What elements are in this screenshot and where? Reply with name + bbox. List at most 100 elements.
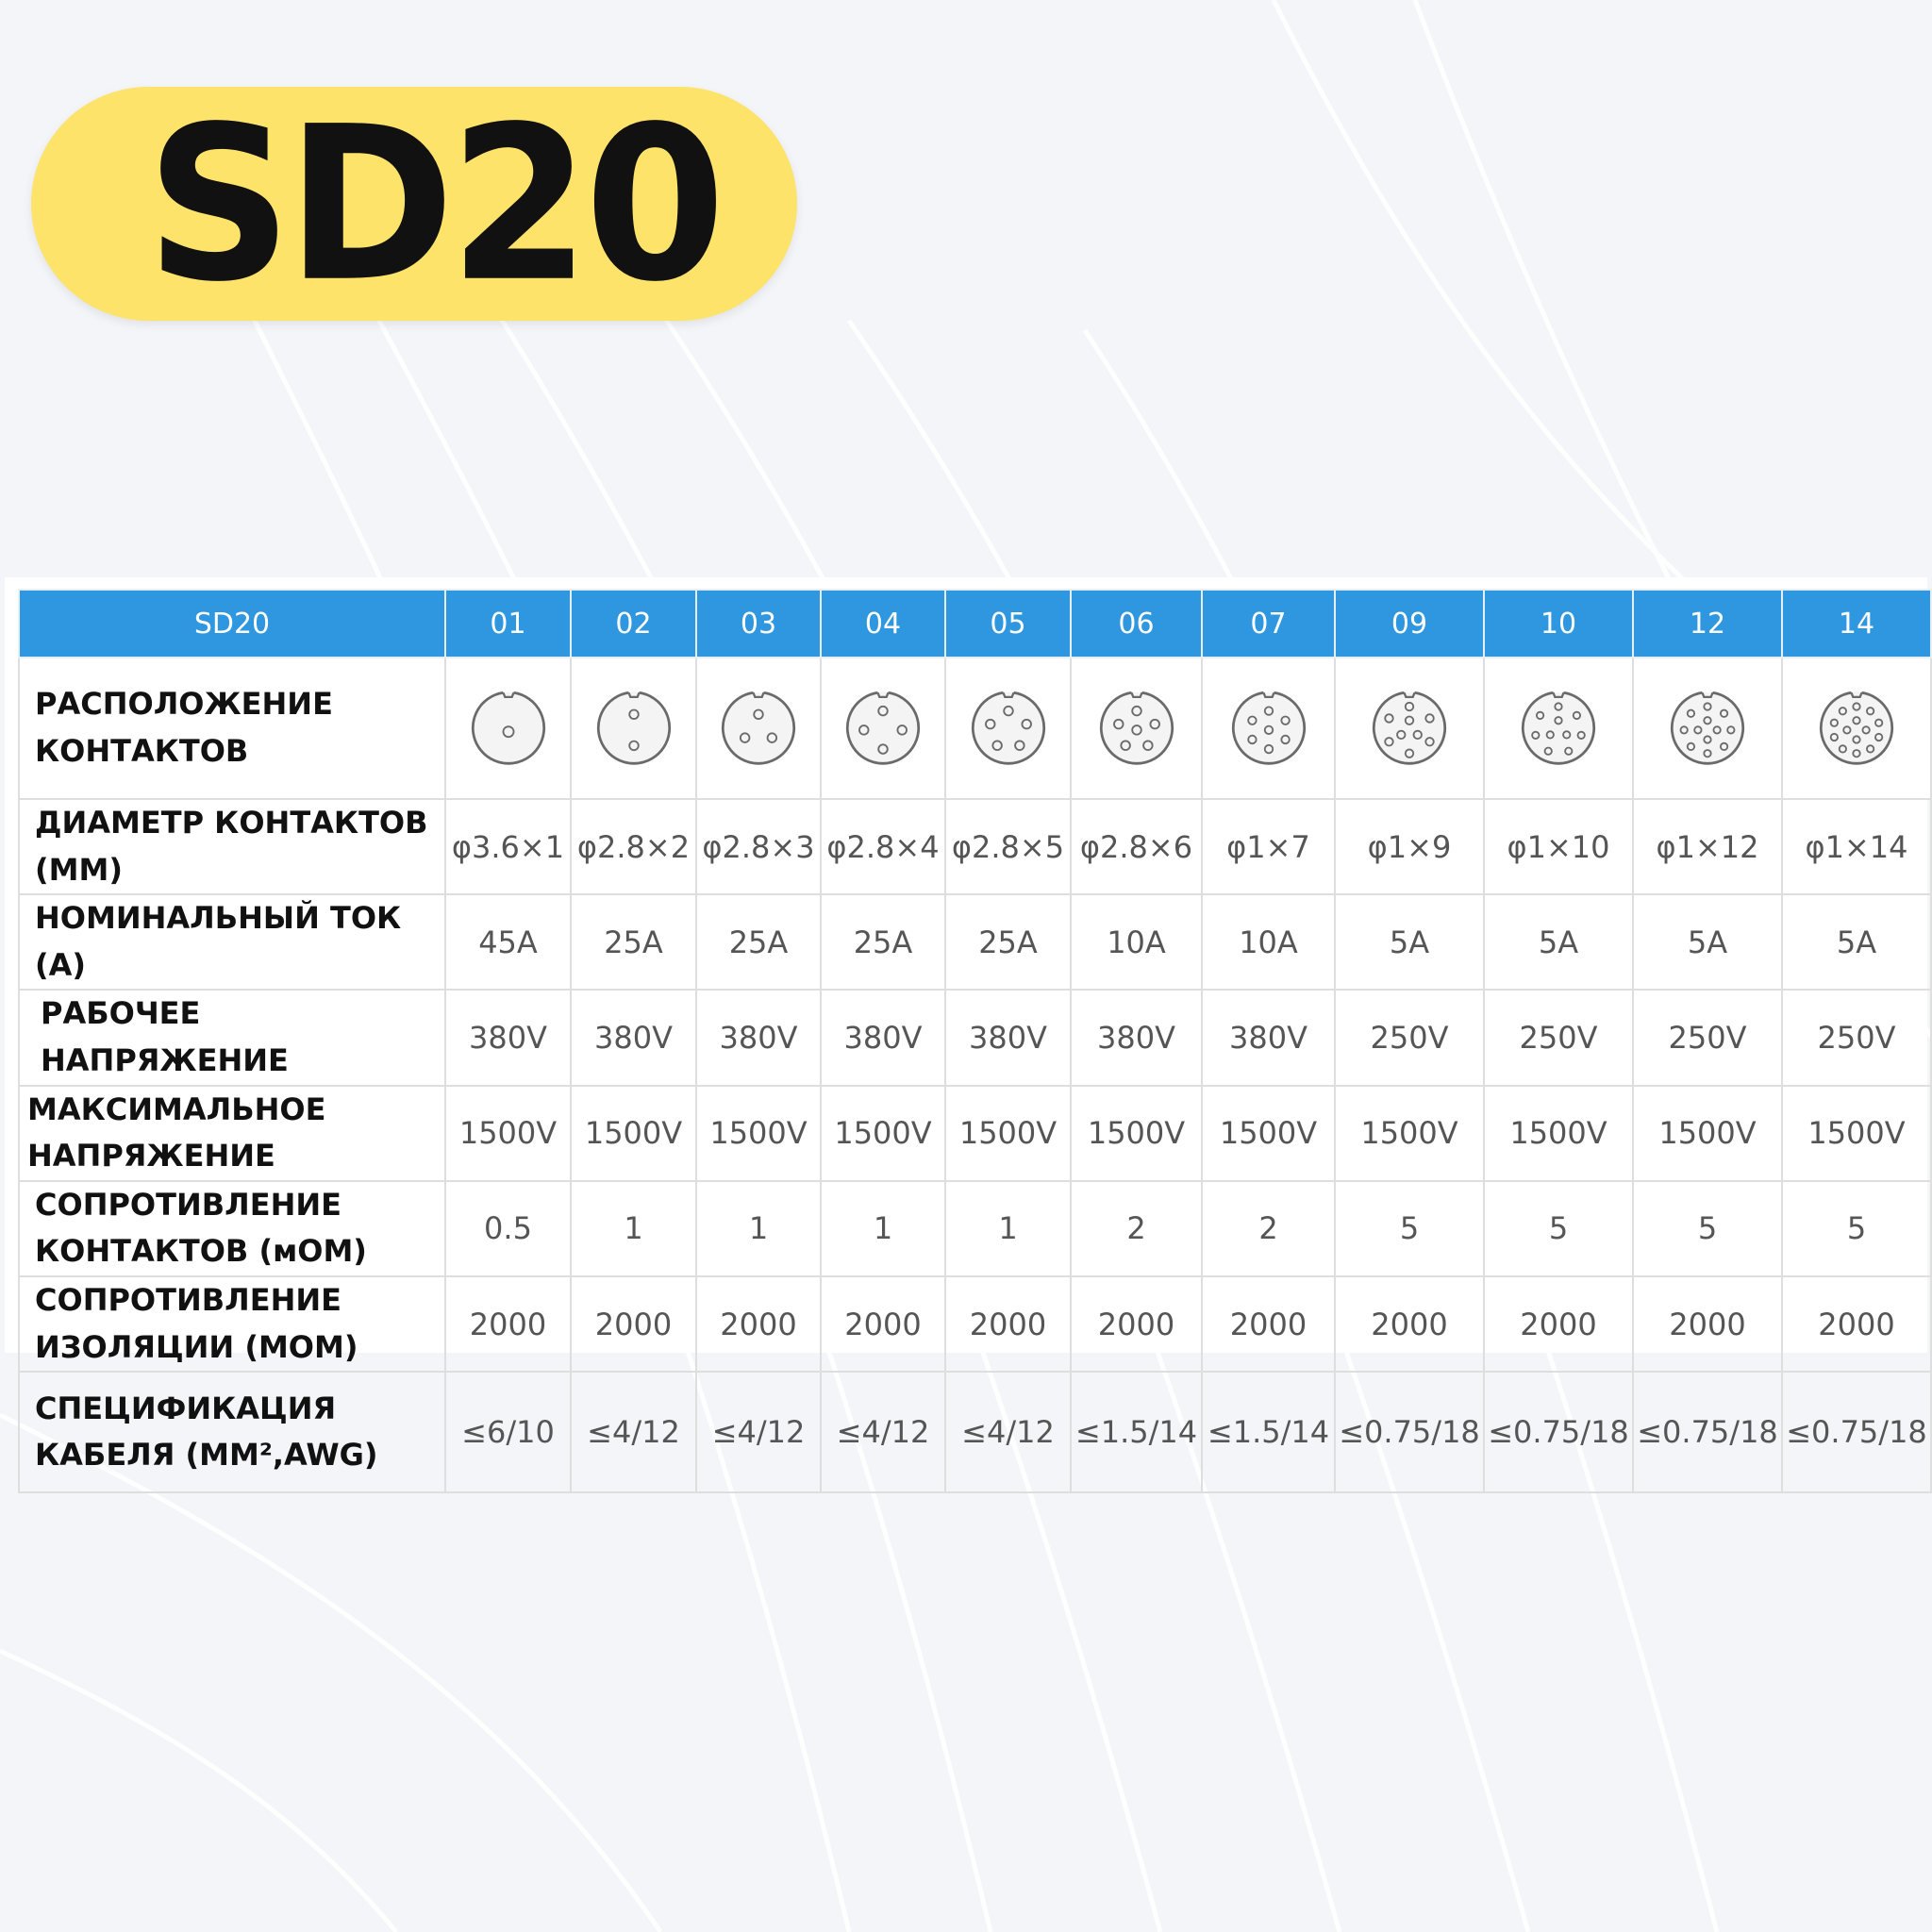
pin-layout-cell <box>1070 657 1203 800</box>
table-cell: 1 <box>944 1179 1072 1277</box>
table-cell: φ1×14 <box>1781 797 1932 896</box>
header-col: 01 <box>444 589 572 658</box>
row-label: СОПРОТИВЛЕНИЕ КОНТАКТОВ (мОМ) <box>18 1179 446 1277</box>
table-cell: 2000 <box>820 1274 946 1374</box>
table-cell: 2000 <box>444 1274 572 1374</box>
table-cell: 1500V <box>695 1084 822 1182</box>
table-cell: ≤0.75/18 <box>1483 1371 1634 1494</box>
table-cell: 380V <box>944 989 1072 1087</box>
table-cell: 1500V <box>1201 1084 1336 1182</box>
table-cell: 5A <box>1483 893 1634 991</box>
table-cell: 1500V <box>1483 1084 1634 1182</box>
table-cell: 5A <box>1632 893 1783 991</box>
table-cell: 380V <box>1070 989 1203 1087</box>
pin-layout-cell <box>1334 657 1485 800</box>
table-row: СПЕЦИФИКАЦИЯ КАБЕЛЯ (ММ²,AWG) ≤6/10 ≤4/12… <box>18 1371 1932 1494</box>
table-cell: ≤1.5/14 <box>1201 1371 1336 1494</box>
connector-pin-icon <box>1372 691 1447 765</box>
connector-pin-icon <box>1819 691 1894 765</box>
table-cell: 1500V <box>1632 1084 1783 1182</box>
table-cell: φ3.6×1 <box>444 797 572 896</box>
table-cell: 2000 <box>1632 1274 1783 1374</box>
table-cell: 380V <box>820 989 946 1087</box>
table-cell: ≤4/12 <box>695 1371 822 1494</box>
table-cell: φ1×12 <box>1632 797 1783 896</box>
table-cell: ≤6/10 <box>444 1371 572 1494</box>
table-cell: φ1×10 <box>1483 797 1634 896</box>
spec-table-panel: SD20 01 02 03 04 05 06 07 09 10 12 14 РА… <box>5 577 1932 1494</box>
table-row-layout: РАСПОЛОЖЕНИЕ КОНТАКТОВ <box>18 657 1932 800</box>
row-label: СОПРОТИВЛЕНИЕ ИЗОЛЯЦИИ (МОМ) <box>18 1274 446 1374</box>
table-cell: 5 <box>1781 1179 1932 1277</box>
pin-layout-cell <box>695 657 822 800</box>
table-cell: ≤4/12 <box>570 1371 697 1494</box>
table-cell: 25A <box>820 893 946 991</box>
table-cell: 1500V <box>1070 1084 1203 1182</box>
table-cell: φ2.8×2 <box>570 797 697 896</box>
header-col: 06 <box>1070 589 1203 658</box>
table-cell: 2000 <box>1781 1274 1932 1374</box>
table-cell: 2000 <box>944 1274 1072 1374</box>
row-label: РАСПОЛОЖЕНИЕ КОНТАКТОВ <box>18 657 446 800</box>
connector-pin-icon <box>471 691 545 765</box>
table-cell: 5 <box>1632 1179 1783 1277</box>
table-cell: 10A <box>1070 893 1203 991</box>
header-col: 05 <box>944 589 1072 658</box>
connector-pin-icon <box>596 691 671 765</box>
table-cell: 25A <box>944 893 1072 991</box>
table-cell: 5A <box>1334 893 1485 991</box>
connector-pin-icon <box>971 691 1045 765</box>
table-cell: φ1×9 <box>1334 797 1485 896</box>
table-cell: ≤4/12 <box>820 1371 946 1494</box>
table-cell: φ2.8×6 <box>1070 797 1203 896</box>
header-col: 10 <box>1483 589 1634 658</box>
table-cell: 1500V <box>820 1084 946 1182</box>
table-cell: 25A <box>695 893 822 991</box>
table-cell: φ2.8×4 <box>820 797 946 896</box>
table-cell: ≤4/12 <box>944 1371 1072 1494</box>
table-cell: 380V <box>1201 989 1336 1087</box>
table-cell: 380V <box>695 989 822 1087</box>
table-cell: 2000 <box>1070 1274 1203 1374</box>
table-cell: 1500V <box>444 1084 572 1182</box>
row-label: РАБОЧЕЕ НАПРЯЖЕНИЕ <box>18 989 446 1087</box>
table-cell: ≤0.75/18 <box>1781 1371 1932 1494</box>
spec-table: SD20 01 02 03 04 05 06 07 09 10 12 14 РА… <box>18 589 1932 1494</box>
table-row: РАБОЧЕЕ НАПРЯЖЕНИЕ 380V 380V 380V 380V 380V 3… <box>18 989 1932 1087</box>
header-series: SD20 <box>18 589 446 658</box>
table-cell: 1500V <box>570 1084 697 1182</box>
table-row: ДИАМЕТР КОНТАКТОВ (ММ) φ3.6×1 φ2.8×2 φ2.8×… <box>18 797 1932 896</box>
pin-layout-cell <box>944 657 1072 800</box>
table-cell: φ1×7 <box>1201 797 1336 896</box>
connector-pin-icon <box>721 691 796 765</box>
row-label: ДИАМЕТР КОНТАКТОВ (ММ) <box>18 797 446 896</box>
row-label: МАКСИМАЛЬНОЕ НАПРЯЖЕНИЕ <box>18 1084 446 1182</box>
header-col: 12 <box>1632 589 1783 658</box>
table-cell: 1500V <box>1781 1084 1932 1182</box>
table-cell: 250V <box>1632 989 1783 1087</box>
connector-pin-icon <box>1231 691 1306 765</box>
table-cell: ≤0.75/18 <box>1632 1371 1783 1494</box>
table-cell: 1 <box>820 1179 946 1277</box>
table-cell: 5 <box>1483 1179 1634 1277</box>
table-cell: 1 <box>570 1179 697 1277</box>
header-col: 09 <box>1334 589 1485 658</box>
connector-pin-icon <box>1099 691 1174 765</box>
page-title: SD20 <box>145 79 726 328</box>
table-cell: 380V <box>444 989 572 1087</box>
pin-layout-cell <box>820 657 946 800</box>
row-label: СПЕЦИФИКАЦИЯ КАБЕЛЯ (ММ²,AWG) <box>18 1371 446 1494</box>
table-cell: ≤0.75/18 <box>1334 1371 1485 1494</box>
table-cell: 2000 <box>1334 1274 1485 1374</box>
table-cell: 0.5 <box>444 1179 572 1277</box>
pin-layout-cell <box>1632 657 1783 800</box>
title-badge: SD20 <box>31 87 797 321</box>
table-cell: 380V <box>570 989 697 1087</box>
header-col: 02 <box>570 589 697 658</box>
pin-layout-cell <box>1781 657 1932 800</box>
pin-layout-cell <box>1483 657 1634 800</box>
table-cell: 2 <box>1070 1179 1203 1277</box>
table-cell: 10A <box>1201 893 1336 991</box>
table-cell: 2000 <box>1483 1274 1634 1374</box>
header-col: 14 <box>1781 589 1932 658</box>
